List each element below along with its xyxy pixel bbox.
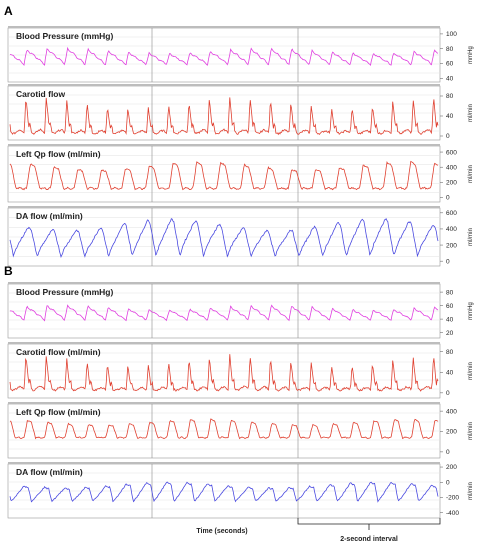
y-tick-label: 80 xyxy=(446,349,454,356)
y-tick-label: 0 xyxy=(446,258,450,265)
y-tick-label: 400 xyxy=(446,164,457,171)
y-unit-label: ml/min xyxy=(468,165,474,183)
channel-2: 0 40 80 ml/min Carotid flow (ml/min) xyxy=(7,342,474,399)
y-tick-label: 80 xyxy=(446,46,454,53)
y-tick-label: 600 xyxy=(446,149,457,156)
y-tick-label: 40 xyxy=(446,113,454,120)
channel-title: DA flow (ml/min) xyxy=(16,211,83,221)
channel-2: 0 40 80 ml/min Carotid flow xyxy=(7,84,474,141)
y-tick-label: 80 xyxy=(446,93,454,100)
channel-1: 40 60 80 100 mmHg Blood Pressure (mmHg) xyxy=(7,26,474,83)
series-line xyxy=(9,217,439,258)
y-tick-label: 60 xyxy=(446,303,454,310)
channel-title: Carotid flow xyxy=(16,89,65,99)
series-line xyxy=(9,418,439,440)
channel-4: 0 200 400 600 ml/min DA flow (ml/min) xyxy=(7,206,474,267)
channel-4: -400 -200 0 200 ml/min DA flow (ml/min) xyxy=(7,462,474,519)
y-tick-label: 80 xyxy=(446,289,454,296)
series-line xyxy=(9,160,439,191)
y-tick-label: 200 xyxy=(446,464,457,471)
y-tick-label: -200 xyxy=(446,495,459,502)
series-line xyxy=(9,354,439,392)
y-tick-label: -400 xyxy=(446,510,459,517)
channel-separator xyxy=(8,342,440,344)
channel-separator xyxy=(8,144,440,146)
channel-separator xyxy=(8,282,440,284)
panel-letter: A xyxy=(4,4,13,18)
y-unit-label: mmHg xyxy=(468,46,474,64)
y-unit-label: ml/min xyxy=(468,228,474,246)
channel-separator xyxy=(8,206,440,208)
y-tick-label: 200 xyxy=(446,180,457,187)
y-tick-label: 600 xyxy=(446,210,457,217)
channel-1: 20 40 60 80 mmHg Blood Pressure (mmHg) xyxy=(7,282,474,339)
y-tick-label: 200 xyxy=(446,429,457,436)
y-unit-label: ml/min xyxy=(468,422,474,440)
channel-title: Blood Pressure (mmHg) xyxy=(16,31,113,41)
channel-title: DA flow (ml/min) xyxy=(16,467,83,477)
y-tick-label: 60 xyxy=(446,61,454,68)
y-tick-label: 0 xyxy=(446,133,450,140)
channel-separator xyxy=(8,402,440,404)
y-tick-label: 40 xyxy=(446,76,454,83)
y-tick-label: 400 xyxy=(446,226,457,233)
series-line xyxy=(9,304,439,322)
y-tick-label: 40 xyxy=(446,369,454,376)
y-unit-label: ml/min xyxy=(468,362,474,380)
y-tick-label: 0 xyxy=(446,390,450,397)
panel-a: A 40 60 80 100 mmHg Blood Pressure (mmHg) 0 40 80… xyxy=(4,4,474,267)
interval-bracket xyxy=(297,518,441,525)
channel-separator xyxy=(8,84,440,86)
y-tick-label: 40 xyxy=(446,316,454,323)
channel-title: Left Qp flow (ml/min) xyxy=(16,149,101,159)
channel-3: 0 200 400 600 ml/min Left Qp flow (ml/min) xyxy=(7,144,474,203)
series-line xyxy=(9,46,439,66)
channel-separator xyxy=(8,462,440,464)
series-line xyxy=(9,481,439,503)
channel-3: 0 200 400 ml/min Left Qp flow (ml/min) xyxy=(7,402,474,459)
y-tick-label: 0 xyxy=(446,479,450,486)
y-unit-label: mmHg xyxy=(468,302,474,320)
y-tick-label: 0 xyxy=(446,195,450,202)
channel-title: Blood Pressure (mmHg) xyxy=(16,287,113,297)
channel-title: Left Qp flow (ml/min) xyxy=(16,407,101,417)
y-tick-label: 0 xyxy=(446,449,450,456)
panel-b: B 20 40 60 80 mmHg Blood Pressure (mmHg) 0 40 80 m… xyxy=(4,264,474,519)
interval-annotation: 2-second interval xyxy=(340,536,398,543)
series-line xyxy=(9,97,439,136)
y-tick-label: 20 xyxy=(446,330,454,337)
y-unit-label: ml/min xyxy=(468,104,474,122)
channel-separator xyxy=(8,26,440,28)
y-unit-label: ml/min xyxy=(468,482,474,500)
y-tick-label: 100 xyxy=(446,31,457,38)
y-tick-label: 400 xyxy=(446,408,457,415)
x-axis-label: Time (seconds) xyxy=(196,528,247,535)
panel-letter: B xyxy=(4,264,13,278)
channel-title: Carotid flow (ml/min) xyxy=(16,347,101,357)
y-tick-label: 200 xyxy=(446,242,457,249)
